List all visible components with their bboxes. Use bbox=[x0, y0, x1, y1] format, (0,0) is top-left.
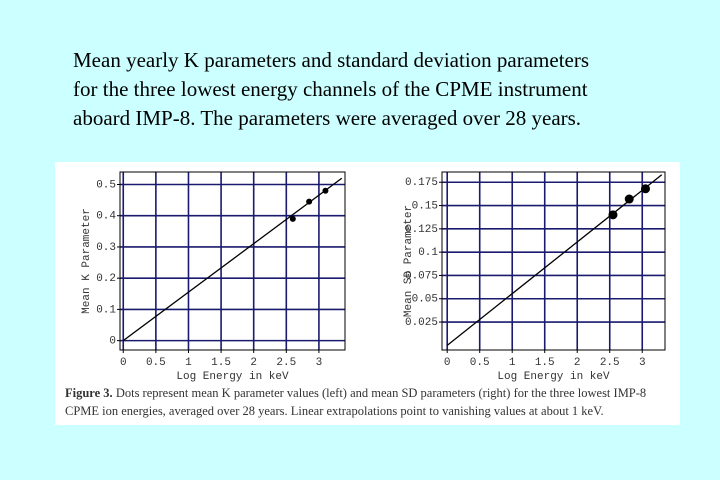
x-tick-label: 0 bbox=[120, 357, 127, 369]
y-tick-label: 0.1 bbox=[96, 304, 116, 316]
fit-line bbox=[446, 174, 663, 346]
y-tick-label: 0.05 bbox=[412, 294, 438, 306]
x-tick-label: 2.5 bbox=[276, 357, 296, 369]
caption: Figure 3. Dots represent mean K paramete… bbox=[65, 384, 646, 420]
data-point bbox=[306, 198, 313, 205]
y-tick-label: 0 bbox=[109, 336, 116, 348]
caption-line: Figure 3. Dots represent mean K paramete… bbox=[65, 384, 646, 402]
data-point bbox=[608, 210, 618, 220]
caption-text: Dots represent mean K parameter values (… bbox=[115, 386, 647, 400]
x-tick-label: 0.5 bbox=[146, 357, 166, 369]
data-point bbox=[640, 184, 650, 194]
title-line: aboard IMP-8. The parameters were averag… bbox=[73, 106, 582, 130]
x-tick-label: 2 bbox=[250, 357, 257, 369]
plot-frame bbox=[441, 171, 666, 351]
title-line: Mean yearly K parameters and standard de… bbox=[73, 48, 590, 72]
slide-title: Mean yearly K parameters and standard de… bbox=[73, 46, 589, 133]
x-tick-label: 1.5 bbox=[211, 357, 231, 369]
x-tick-label: 2 bbox=[574, 357, 581, 369]
y-tick-label: 0.175 bbox=[405, 177, 438, 189]
data-point bbox=[289, 215, 296, 222]
x-tick-label: 3 bbox=[639, 357, 646, 369]
data-point bbox=[624, 194, 634, 204]
x-axis-label: Log Energy in keV bbox=[497, 371, 610, 383]
x-tick-label: 3 bbox=[316, 357, 323, 369]
y-tick-label: 0.125 bbox=[405, 224, 438, 236]
x-tick-label: 1.5 bbox=[535, 357, 555, 369]
plot-frame bbox=[119, 171, 346, 351]
caption-line: CPME ion energies, averaged over 28 year… bbox=[65, 404, 604, 418]
data-point bbox=[322, 187, 329, 194]
x-tick-label: 2.5 bbox=[600, 357, 620, 369]
y-tick-label: 0.075 bbox=[405, 270, 438, 282]
x-tick-label: 0.5 bbox=[470, 357, 490, 369]
y-tick-label: 0.1 bbox=[418, 247, 438, 259]
y-tick-label: 0.4 bbox=[96, 211, 116, 223]
x-tick-label: 1 bbox=[185, 357, 192, 369]
y-tick-label: 0.15 bbox=[412, 200, 438, 212]
x-tick-label: 0 bbox=[444, 357, 451, 369]
x-tick-label: 1 bbox=[509, 357, 516, 369]
fit-line bbox=[122, 177, 343, 342]
y-tick-label: 0.3 bbox=[96, 242, 116, 254]
y-axis-label: Mean K Parameter bbox=[81, 208, 93, 314]
title-line: for the three lowest energy channels of … bbox=[73, 77, 588, 101]
y-tick-label: 0.025 bbox=[405, 317, 438, 329]
y-tick-label: 0.2 bbox=[96, 273, 116, 285]
y-axis-label: Mean SD Parameter bbox=[403, 205, 415, 317]
y-tick-label: 0.5 bbox=[96, 179, 116, 191]
caption-label: Figure 3. bbox=[65, 386, 113, 400]
x-axis-label: Log Energy in keV bbox=[176, 371, 289, 383]
